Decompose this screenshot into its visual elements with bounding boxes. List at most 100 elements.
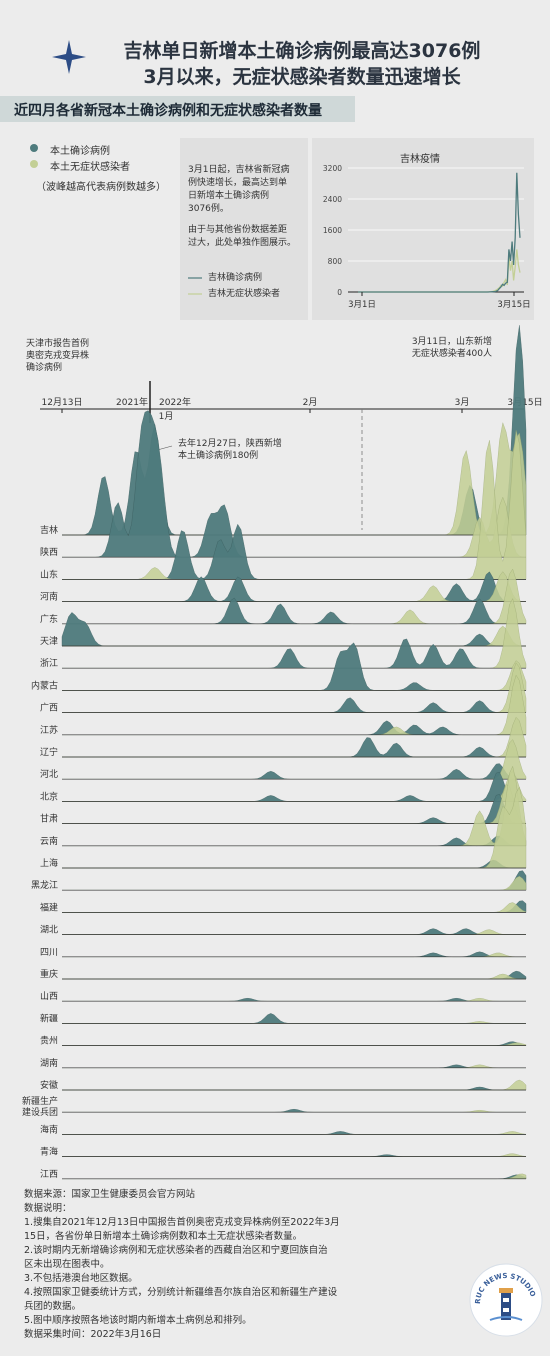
annotation-shandong: 3月11日，山东新增 无症状感染者400人 bbox=[386, 336, 492, 360]
ridge-山东 bbox=[62, 430, 527, 580]
ridge-青海 bbox=[62, 1153, 527, 1157]
ridge-confirmed bbox=[62, 1086, 526, 1091]
province-ridgeline-chart: 12月13日 2021年 2022年 2月 3月 3月15日 1月吉林陕西山东河南广东天津浙… bbox=[22, 325, 543, 1180]
annotation-tianjin-2: 奥密克戎变异株 bbox=[26, 351, 90, 361]
data-source: 数据来源：国家卫生健康委员会官方网站 bbox=[24, 1189, 196, 1200]
ridges bbox=[61, 325, 527, 1180]
ridge-asymptomatic bbox=[62, 1042, 527, 1046]
inset-y-tick: 0 bbox=[337, 288, 342, 297]
province-label: 吉林 bbox=[40, 524, 58, 536]
star-icon bbox=[52, 40, 86, 74]
ridge-江苏 bbox=[62, 674, 527, 736]
ridge-asymptomatic bbox=[62, 674, 527, 735]
ridge-四川 bbox=[62, 951, 526, 958]
province-label: 河北 bbox=[40, 768, 58, 780]
ridge-湖北 bbox=[62, 928, 526, 935]
ridge-新疆 bbox=[62, 1013, 526, 1024]
page-title: 吉林单日新增本土确诊病例最高达3076例 bbox=[123, 40, 481, 62]
province-label: 福建 bbox=[40, 901, 58, 913]
province-label: 河南 bbox=[40, 591, 58, 603]
ridge-confirmed bbox=[62, 571, 526, 602]
ridge-asymptomatic bbox=[62, 875, 527, 891]
province-label: 天津 bbox=[40, 636, 58, 647]
note-4b: 兵团的数据。 bbox=[24, 1301, 82, 1312]
ridge-河南 bbox=[62, 571, 527, 602]
province-label: 北京 bbox=[40, 790, 58, 802]
ridge-confirmed bbox=[62, 1174, 527, 1179]
time-axis-label: 2月 bbox=[303, 397, 318, 408]
province-label: 贵州 bbox=[40, 1035, 58, 1047]
legend-asymptomatic: 本土无症状感染者 bbox=[50, 162, 130, 173]
time-axis-label: 3月 bbox=[455, 397, 470, 408]
ridge-confirmed bbox=[62, 900, 527, 913]
ridge-confirmed bbox=[62, 835, 526, 847]
note-5: 5.图中顺序按照各地该时期内新增本土病例总和排列。 bbox=[24, 1315, 252, 1326]
province-label: 山东 bbox=[40, 568, 58, 580]
note-2a: 2.该时期内无新增确诊病例和无症状感染者的西藏自治区和宁夏回族自治 bbox=[24, 1245, 328, 1256]
province-label: 重庆 bbox=[40, 968, 58, 980]
ridge-asymptomatic bbox=[62, 1173, 527, 1179]
annotation-shandong-2: 无症状感染者400人 bbox=[411, 349, 492, 359]
inset-series-line bbox=[358, 249, 521, 293]
ridge-confirmed bbox=[62, 720, 526, 735]
ridge-asymptomatic bbox=[62, 716, 527, 758]
ridge-asymptomatic bbox=[62, 662, 527, 713]
note-4a: 4.按照国家卫健委统计方式，分别统计新疆维吾尔族自治区和新疆生产建设 bbox=[24, 1287, 338, 1298]
province-label: 安徽 bbox=[40, 1079, 58, 1091]
ridge-江西 bbox=[62, 1173, 527, 1180]
inset-x-tick: 3月15日 bbox=[497, 300, 530, 310]
ridge-重庆 bbox=[62, 970, 527, 980]
ridge-confirmed bbox=[62, 1131, 526, 1135]
ridge-asymptomatic bbox=[62, 952, 526, 957]
province-label: 黑龙江 bbox=[31, 879, 58, 891]
province-label: 江西 bbox=[40, 1169, 58, 1180]
page-title-2: 3月以来，无症状感染者数量迅速增长 bbox=[143, 66, 461, 88]
ridge-贵州 bbox=[62, 1041, 527, 1046]
legend-asym-dot bbox=[30, 160, 38, 168]
ridge-asymptomatic bbox=[62, 973, 526, 980]
ridge-confirmed bbox=[62, 763, 526, 780]
ridge-甘肃 bbox=[62, 784, 527, 824]
inset-y-tick: 3200 bbox=[323, 164, 342, 173]
ridge-confirmed bbox=[62, 1108, 526, 1113]
province-label: 云南 bbox=[40, 835, 58, 847]
ridge-confirmed bbox=[62, 737, 526, 758]
note-3: 3.不包括港澳台地区数据。 bbox=[24, 1273, 138, 1284]
annotation-tianjin-1: 天津市报告首例 bbox=[26, 339, 90, 349]
ridge-天津 bbox=[61, 612, 527, 647]
jilin-legend-asym: 吉林无症状感染者 bbox=[208, 289, 281, 299]
ridge-confirmed bbox=[62, 1064, 526, 1068]
inset-x-tick: 3月1日 bbox=[348, 300, 376, 310]
ridge-confirmed bbox=[62, 997, 526, 1002]
ruc-news-studio-logo: RUC NEWS STUDIO bbox=[469, 1263, 543, 1337]
ridge-山西 bbox=[62, 997, 526, 1002]
province-label: 新疆 bbox=[40, 1012, 58, 1024]
ridge-asymptomatic bbox=[62, 625, 527, 647]
ridge-广西 bbox=[62, 662, 527, 713]
province-label: 新疆生产 bbox=[22, 1095, 58, 1107]
province-label: 广东 bbox=[40, 613, 58, 625]
ridge-asymptomatic bbox=[62, 1079, 527, 1091]
ridge-confirmed bbox=[62, 928, 526, 935]
ridge-新疆生产建设兵团 bbox=[62, 1108, 526, 1113]
province-label: 上海 bbox=[40, 857, 58, 869]
province-label: 辽宁 bbox=[40, 746, 58, 758]
inset-y-tick: 2400 bbox=[323, 195, 342, 204]
ridge-广东 bbox=[62, 568, 527, 625]
ridge-浙江 bbox=[62, 598, 527, 669]
ridge-海南 bbox=[62, 1131, 527, 1135]
province-label: 甘肃 bbox=[40, 813, 58, 825]
ridge-confirmed bbox=[62, 794, 526, 824]
jilin-note-5: 由于与其他省份数据差距 bbox=[188, 225, 288, 235]
time-axis-label: 2022年 bbox=[159, 396, 191, 408]
jilin-note-4: 3076例。 bbox=[188, 204, 229, 214]
ridge-confirmed bbox=[62, 1041, 527, 1046]
footer-notes: 数据来源：国家卫生健康委员会官方网站 数据说明： 1.搜集自2021年12月13… bbox=[24, 1188, 404, 1342]
jilin-legend-confirmed: 吉林确诊病例 bbox=[208, 273, 263, 283]
jilin-note-box bbox=[180, 138, 308, 320]
annotation-shandong-1: 3月11日，山东新增 bbox=[411, 337, 492, 347]
province-label: 山西 bbox=[40, 991, 58, 1002]
jilin-note-1: 3月1日起，吉林省新冠病 bbox=[188, 165, 290, 175]
ridge-asymptomatic bbox=[62, 786, 527, 869]
ridge-北京 bbox=[62, 771, 527, 802]
